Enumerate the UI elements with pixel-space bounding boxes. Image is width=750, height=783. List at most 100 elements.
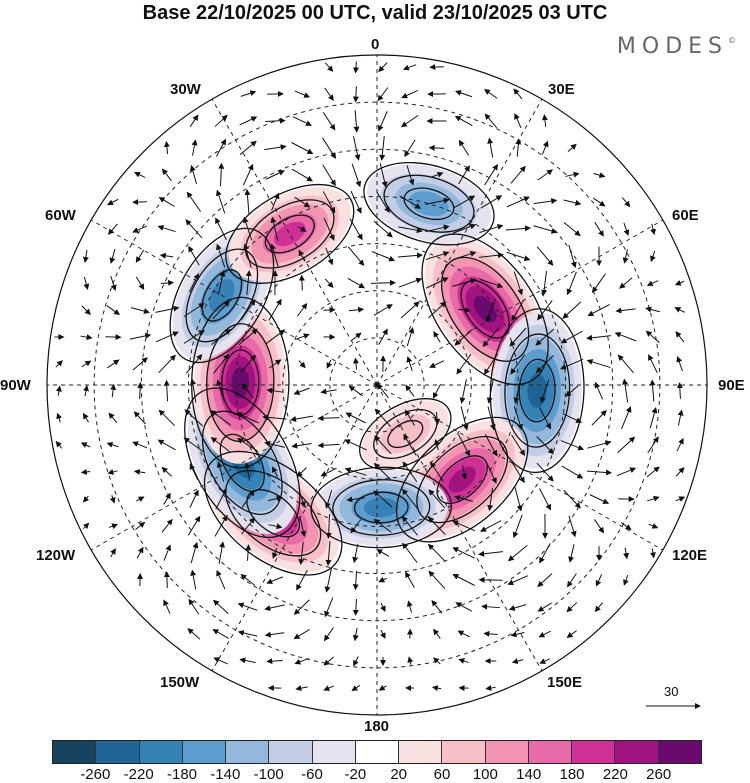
wind-arrow — [106, 305, 121, 315]
wind-arrow — [352, 136, 361, 161]
wind-arrow — [506, 251, 531, 262]
wind-arrow — [215, 487, 227, 510]
brand-name: MODES — [616, 34, 728, 59]
wind-arrow — [485, 298, 496, 323]
wind-arrow — [216, 461, 225, 482]
wind-arrow — [484, 164, 498, 186]
wind-arrow — [161, 518, 173, 533]
wind-arrow — [324, 87, 334, 101]
wind-arrow — [454, 115, 473, 127]
colorbar-tick-label: 220 — [602, 766, 628, 783]
wind-arrow — [55, 360, 63, 368]
wind-arrow — [539, 488, 551, 511]
wind-arrow — [82, 522, 90, 530]
wind-arrow — [185, 354, 203, 374]
wind-arrow — [325, 514, 332, 539]
wind-arrow — [586, 359, 611, 369]
wind-arrow — [136, 496, 145, 502]
wind-arrow — [293, 599, 310, 615]
wind-arrow — [454, 328, 474, 346]
wind-arrow — [404, 409, 416, 426]
wind-arrow — [458, 165, 470, 185]
wind-arrow — [459, 379, 467, 404]
wind-arrow — [425, 251, 450, 261]
wind-arrow — [434, 438, 440, 451]
wind-arrow — [373, 490, 393, 508]
wind-arrow — [484, 434, 498, 457]
colorbar-tick-label: 140 — [516, 766, 542, 783]
wind-arrow — [295, 685, 308, 692]
wind-arrow — [398, 277, 423, 288]
wind-arrow — [560, 440, 585, 451]
wind-arrow — [293, 387, 310, 395]
wind-arrow — [348, 385, 363, 397]
wind-arrow — [160, 279, 175, 286]
colorbar-tick-label: -60 — [301, 766, 323, 783]
anomaly-band — [231, 367, 250, 398]
wind-arrow — [406, 628, 413, 639]
wind-arrow — [479, 278, 504, 289]
lon-label-0: 0 — [371, 36, 380, 53]
wind-arrow — [214, 514, 228, 537]
wind-arrow — [514, 113, 522, 129]
wind-arrow — [563, 489, 581, 509]
wind-arrow — [565, 385, 579, 397]
wind-arrow — [593, 172, 606, 179]
wind-arrow — [297, 226, 307, 232]
wind-arrow — [291, 142, 314, 154]
wind-arrow — [623, 222, 630, 237]
meridian-line — [376, 98, 543, 386]
wind-arrow — [379, 136, 386, 161]
contour-line — [203, 450, 343, 576]
wind-arrow — [129, 332, 152, 340]
wind-arrow — [317, 415, 340, 422]
wind-arrow — [270, 216, 279, 241]
wind-arrow — [541, 140, 549, 155]
wind-arrow — [296, 302, 308, 317]
wind-arrow — [428, 144, 445, 151]
wind-arrow — [269, 359, 282, 369]
wind-arrow — [452, 574, 475, 586]
wind-arrow — [452, 223, 477, 234]
wind-arrow — [506, 196, 530, 208]
wind-arrow — [107, 469, 118, 475]
wind-arrow — [487, 137, 494, 158]
wind-arrow — [109, 495, 116, 504]
wind-arrow — [82, 249, 89, 263]
wind-arrow — [237, 437, 259, 452]
wind-arrow — [262, 414, 287, 421]
wind-arrow — [645, 306, 660, 313]
wind-arrow — [406, 327, 415, 347]
wind-arrow — [188, 245, 200, 266]
wind-arrow — [537, 300, 553, 321]
wind-arrow — [241, 383, 254, 399]
wind-arrow — [325, 247, 334, 266]
colorbar-swatch — [399, 741, 443, 763]
wind-arrow — [213, 657, 228, 665]
wind-arrow — [264, 631, 285, 638]
wind-arrow — [370, 279, 396, 286]
wind-arrow — [404, 139, 416, 158]
wind-arrow — [241, 517, 255, 535]
wind-arrow — [376, 383, 389, 399]
wind-arrow — [82, 495, 90, 503]
wind-arrow — [326, 359, 333, 369]
wind-arrow — [155, 331, 179, 343]
wind-arrow — [163, 379, 170, 402]
map-border — [46, 54, 708, 716]
colorbar-swatch — [658, 741, 701, 763]
wind-arrow — [210, 437, 231, 453]
wind-arrow — [107, 359, 120, 369]
wind-arrow — [56, 412, 62, 423]
wind-arrow — [510, 165, 526, 184]
wind-arrow — [538, 630, 551, 638]
wind-arrow — [458, 658, 469, 664]
contour-line — [403, 187, 455, 221]
wind-arrow — [402, 542, 418, 563]
wind-arrow — [245, 270, 252, 295]
wind-arrow — [452, 278, 477, 287]
wind-arrow — [481, 603, 500, 610]
wind-arrow — [158, 354, 176, 374]
wind-arrow — [298, 274, 305, 291]
wind-arrow — [513, 271, 524, 296]
